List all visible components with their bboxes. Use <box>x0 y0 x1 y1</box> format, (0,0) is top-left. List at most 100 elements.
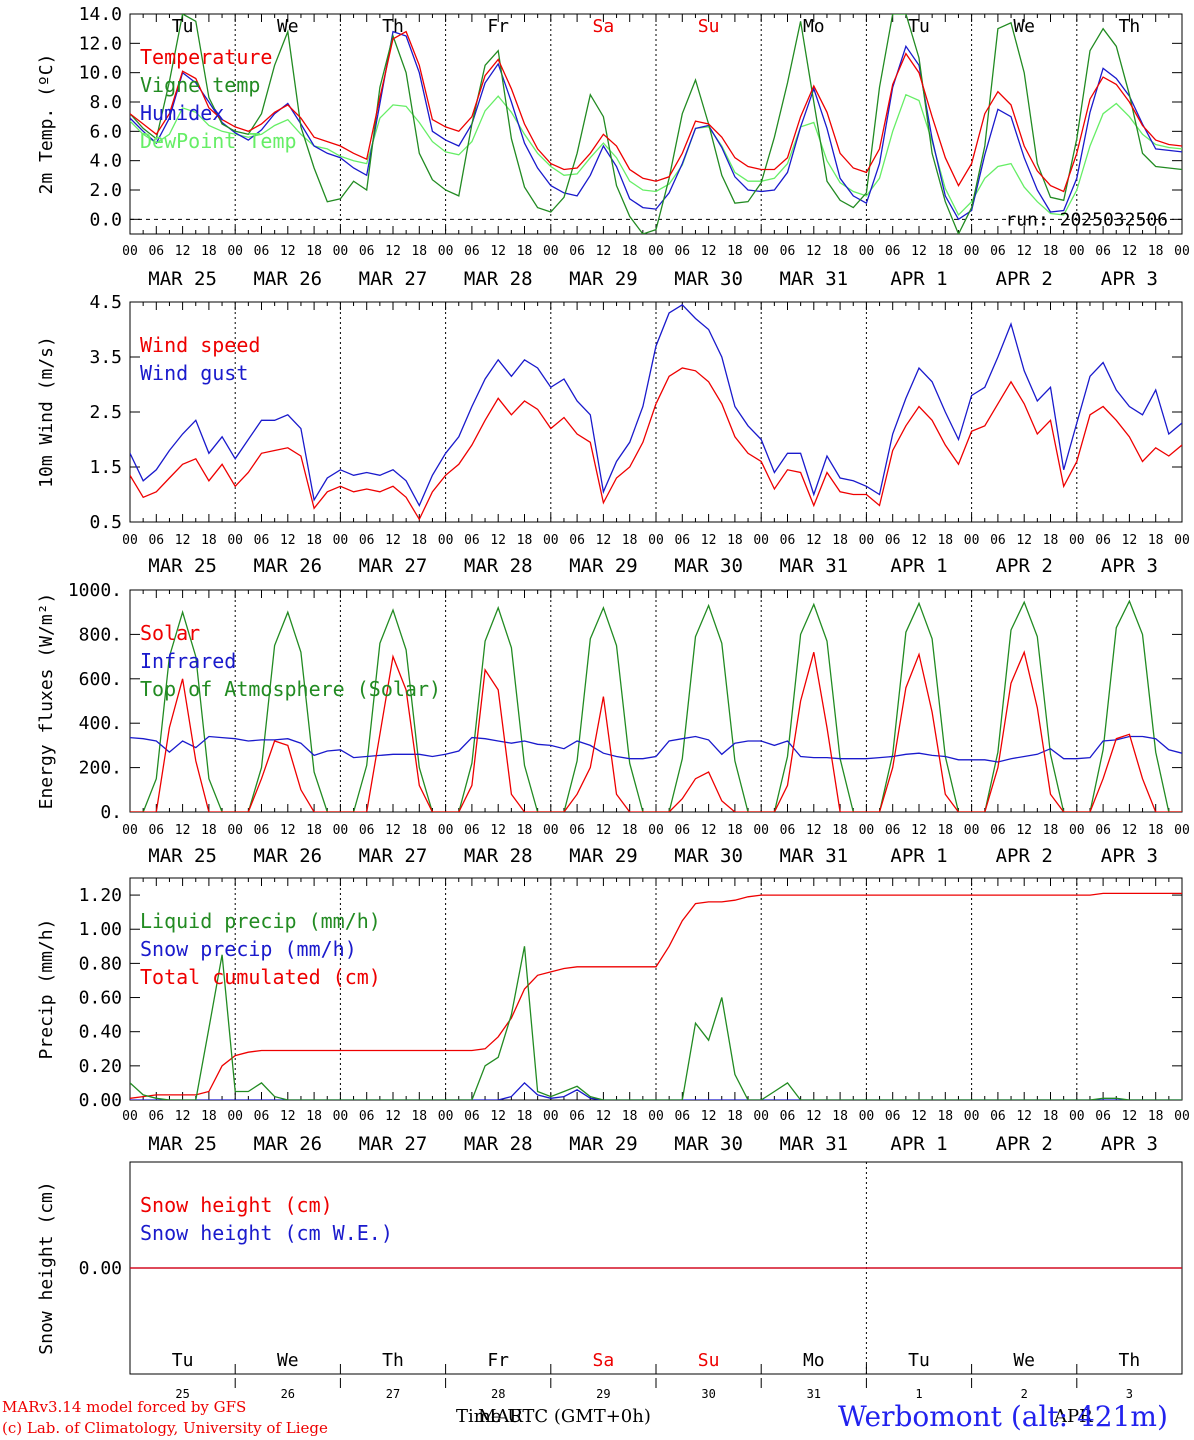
hour-tick-label: 06 <box>1095 823 1111 838</box>
hour-tick-label: 12 <box>806 533 822 548</box>
date-label: MAR 30 <box>674 1133 743 1155</box>
weekday-label: Th <box>1119 1350 1141 1371</box>
legend-entry: Temperature <box>140 45 272 69</box>
weekday-label: We <box>277 16 299 37</box>
weekday-label: Tu <box>908 1350 930 1371</box>
hour-tick-label: 06 <box>359 244 375 259</box>
weekday-label: Su <box>698 1350 720 1371</box>
date-label: APR 3 <box>1101 555 1158 577</box>
date-label: APR 1 <box>890 845 947 867</box>
hour-tick-label: 06 <box>464 823 480 838</box>
hour-tick-label: 12 <box>596 1109 612 1124</box>
hour-tick-label: 18 <box>622 823 638 838</box>
hour-tick-label: 12 <box>596 533 612 548</box>
y-tick-label: 2.5 <box>89 402 122 423</box>
y-tick-label: 4.0 <box>89 151 122 172</box>
hour-tick-label: 12 <box>1016 533 1032 548</box>
x-axis-title: Time UTC (GMT+0h) <box>456 1406 651 1427</box>
run-annotation: run: 2025032506 <box>1005 209 1168 230</box>
hour-tick-label: 00 <box>543 533 559 548</box>
hour-tick-label: 00 <box>1174 533 1190 548</box>
y-tick-label: 1.00 <box>79 919 122 940</box>
lab-credit: (c) Lab. of Climatology, University of L… <box>2 1419 328 1437</box>
day-number-label: 27 <box>386 1387 400 1401</box>
day-number-label: 3 <box>1126 1387 1133 1401</box>
hour-tick-label: 00 <box>964 823 980 838</box>
y-tick-label: 2.0 <box>89 180 122 201</box>
date-label: MAR 25 <box>148 268 217 290</box>
hour-tick-label: 06 <box>885 823 901 838</box>
hour-tick-label: 12 <box>911 244 927 259</box>
date-label: APR 1 <box>890 1133 947 1155</box>
weekday-label: Fr <box>487 1350 509 1371</box>
hour-tick-label: 12 <box>1122 533 1138 548</box>
hour-tick-label: 18 <box>832 533 848 548</box>
y-tick-label: 0.60 <box>79 988 122 1009</box>
series-line <box>130 599 1182 812</box>
weekday-label: Sa <box>593 1350 615 1371</box>
hour-tick-label: 00 <box>964 244 980 259</box>
hour-tick-label: 18 <box>517 244 533 259</box>
hour-tick-label: 18 <box>727 823 743 838</box>
legend-entry: Infrared <box>140 649 236 673</box>
series-line <box>130 30 1182 221</box>
date-label: MAR 28 <box>464 845 533 867</box>
weekday-label: Th <box>382 1350 404 1371</box>
hour-tick-label: 12 <box>385 823 401 838</box>
y-tick-label: 4.5 <box>89 292 122 313</box>
hour-tick-label: 18 <box>517 1109 533 1124</box>
y-tick-label: 8.0 <box>89 92 122 113</box>
hour-tick-label: 12 <box>911 1109 927 1124</box>
hour-tick-label: 06 <box>990 1109 1006 1124</box>
hour-tick-label: 06 <box>148 1109 164 1124</box>
hour-tick-label: 00 <box>859 533 875 548</box>
hour-tick-label: 18 <box>1148 1109 1164 1124</box>
weekday-label: Tu <box>172 1350 194 1371</box>
hour-tick-label: 18 <box>201 1109 217 1124</box>
y-tick-label: 14.0 <box>79 4 122 25</box>
hour-tick-label: 06 <box>148 823 164 838</box>
weekday-label: Sa <box>593 16 615 37</box>
hour-tick-label: 00 <box>227 823 243 838</box>
date-label: APR 2 <box>996 845 1053 867</box>
hour-tick-label: 18 <box>1148 533 1164 548</box>
hour-tick-label: 12 <box>911 533 927 548</box>
day-number-label: 28 <box>491 1387 505 1401</box>
weekday-label: We <box>1013 16 1035 37</box>
y-axis-label: 2m Temp. (ºC) <box>36 54 57 195</box>
hour-tick-label: 12 <box>385 533 401 548</box>
hour-tick-label: 18 <box>937 533 953 548</box>
y-axis-label: 10m Wind (m/s) <box>36 336 57 488</box>
series-line <box>130 367 1182 521</box>
month-label-mar: MAR <box>478 1406 523 1427</box>
hour-tick-label: 06 <box>885 533 901 548</box>
hour-tick-label: 06 <box>464 533 480 548</box>
hour-tick-label: 00 <box>648 244 664 259</box>
date-label: MAR 26 <box>253 555 322 577</box>
date-label: APR 2 <box>996 1133 1053 1155</box>
hour-tick-label: 00 <box>1174 823 1190 838</box>
day-number-label: 1 <box>915 1387 922 1401</box>
hour-tick-label: 00 <box>333 533 349 548</box>
hour-tick-label: 18 <box>201 244 217 259</box>
y-axis-label: Snow height (cm) <box>36 1181 57 1354</box>
hour-tick-label: 12 <box>490 533 506 548</box>
hour-tick-label: 18 <box>1043 1109 1059 1124</box>
hour-tick-label: 12 <box>385 244 401 259</box>
day-number-label: 26 <box>281 1387 295 1401</box>
date-label: MAR 26 <box>253 1133 322 1155</box>
date-label: APR 2 <box>996 268 1053 290</box>
day-number-label: 2 <box>1021 1387 1028 1401</box>
y-tick-label: 0.00 <box>79 1258 122 1279</box>
date-label: MAR 30 <box>674 268 743 290</box>
hour-tick-label: 00 <box>122 823 138 838</box>
hour-tick-label: 18 <box>937 1109 953 1124</box>
date-label: MAR 29 <box>569 555 638 577</box>
hour-tick-label: 06 <box>569 533 585 548</box>
y-tick-label: 0.5 <box>89 512 122 533</box>
weekday-label: Fr <box>487 16 509 37</box>
hour-tick-label: 00 <box>438 244 454 259</box>
hour-tick-label: 00 <box>1069 823 1085 838</box>
hour-tick-label: 06 <box>780 533 796 548</box>
